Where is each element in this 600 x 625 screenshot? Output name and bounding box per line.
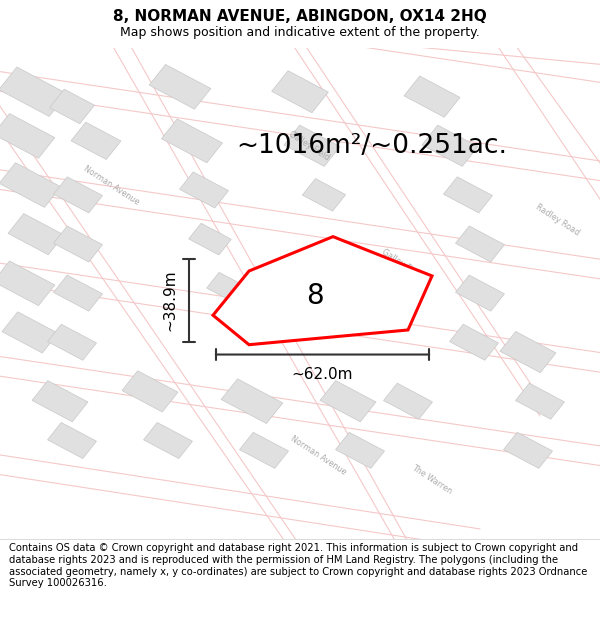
Bar: [188, 223, 232, 255]
Bar: [515, 383, 565, 419]
Bar: [0, 261, 55, 306]
Bar: [71, 122, 121, 159]
Bar: [8, 214, 64, 255]
Bar: [335, 432, 385, 468]
Bar: [53, 226, 103, 262]
Bar: [149, 64, 211, 109]
Bar: [206, 272, 250, 304]
Bar: [455, 275, 505, 311]
Bar: [0, 162, 61, 208]
Text: Radley Road: Radley Road: [535, 202, 581, 237]
Bar: [47, 422, 97, 459]
Bar: [272, 71, 328, 112]
Bar: [320, 381, 376, 422]
Bar: [53, 177, 103, 213]
Text: Map shows position and indicative extent of the property.: Map shows position and indicative extent…: [120, 26, 480, 39]
Text: ~1016m²/~0.251ac.: ~1016m²/~0.251ac.: [236, 132, 508, 159]
Bar: [500, 331, 556, 372]
Text: The Warren: The Warren: [410, 464, 454, 496]
Text: Norman Avenue: Norman Avenue: [289, 434, 347, 476]
Text: ~38.9m: ~38.9m: [162, 269, 177, 331]
Bar: [179, 172, 229, 208]
Bar: [284, 125, 340, 166]
Bar: [0, 67, 67, 116]
Bar: [47, 324, 97, 360]
Bar: [122, 371, 178, 412]
Bar: [2, 312, 58, 353]
Bar: [0, 114, 55, 158]
Bar: [443, 177, 493, 213]
Bar: [503, 432, 553, 468]
Bar: [449, 324, 499, 360]
Text: Contains OS data © Crown copyright and database right 2021. This information is : Contains OS data © Crown copyright and d…: [9, 544, 587, 588]
Bar: [161, 119, 223, 162]
Text: ~62.0m: ~62.0m: [292, 367, 353, 382]
Text: Norman Avenue: Norman Avenue: [82, 164, 140, 206]
Polygon shape: [213, 237, 432, 345]
Text: 8, NORMAN AVENUE, ABINGDON, OX14 2HQ: 8, NORMAN AVENUE, ABINGDON, OX14 2HQ: [113, 9, 487, 24]
Bar: [404, 76, 460, 118]
Bar: [302, 179, 346, 211]
Bar: [221, 379, 283, 424]
Bar: [455, 226, 505, 262]
Bar: [53, 275, 103, 311]
Text: 8: 8: [306, 282, 324, 309]
Bar: [50, 89, 94, 124]
Bar: [239, 432, 289, 468]
Bar: [143, 422, 193, 459]
Text: Galley Field: Galley Field: [287, 129, 331, 162]
Bar: [422, 125, 478, 166]
Bar: [32, 381, 88, 422]
Text: Galley Field: Galley Field: [380, 248, 424, 280]
Bar: [383, 383, 433, 419]
